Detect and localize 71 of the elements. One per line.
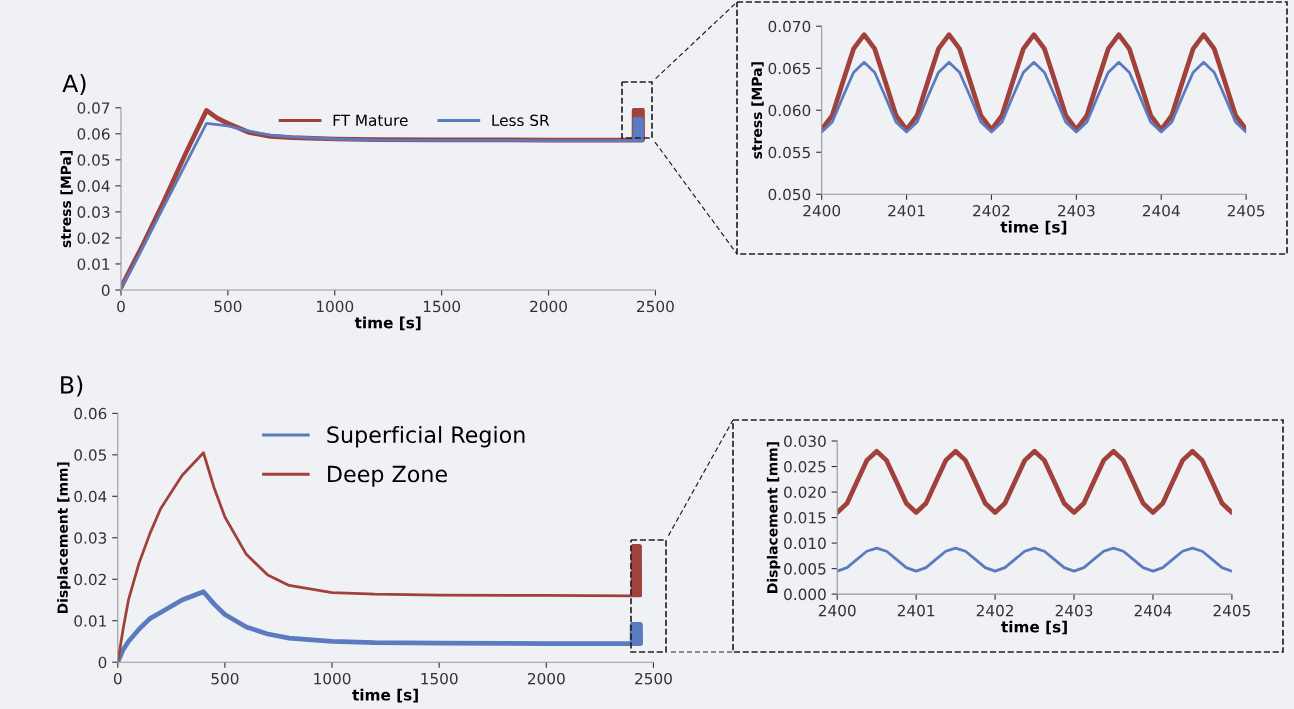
x-tick-label: 1500 (423, 300, 461, 313)
x-tick-label: 500 (214, 300, 242, 313)
y-tick-label: 0.04 (77, 180, 110, 192)
line-series (837, 448, 1232, 515)
y-tick-label: 0.000 (784, 588, 826, 601)
x-tick-label: 1500 (421, 672, 458, 685)
text: B) (61, 375, 83, 397)
legend-label: Superficial Region (327, 425, 525, 448)
x-tick-label: 2405 (1227, 204, 1265, 217)
y-tick-label: 0.005 (784, 563, 826, 575)
y-tick-label: 0.065 (768, 62, 810, 75)
y-tick-label: 0.06 (77, 128, 110, 140)
y-tick-label: 0.02 (74, 573, 106, 586)
y-axis-title: stress [MPa] (60, 150, 73, 248)
x-tick-label: 2000 (528, 672, 565, 685)
x-tick-label: 2405 (1213, 604, 1250, 617)
x-tick-label: 2400 (818, 604, 856, 617)
line-series (821, 32, 1247, 132)
y-tick-label: 0.060 (768, 104, 811, 117)
x-tick-label: 2500 (637, 300, 674, 313)
y-tick-label: 0.03 (74, 532, 107, 544)
text: A) (62, 74, 86, 96)
y-tick-label: 0.02 (77, 232, 110, 244)
y-tick-label: 0.01 (77, 258, 110, 270)
y-tick-label: 0.06 (74, 407, 107, 420)
x-tick-label: 2403 (1058, 204, 1095, 217)
y-tick-label: 0.01 (74, 615, 106, 627)
x-tick-label: 1000 (314, 672, 351, 685)
line-series (117, 589, 643, 663)
x-tick-label: 2403 (1055, 604, 1093, 617)
x-tick-label: 2401 (888, 204, 925, 217)
y-tick-label: 0.055 (768, 146, 810, 159)
y-tick-label: 0.015 (784, 512, 826, 524)
y-axis-title: Displacement [mm] (766, 442, 781, 593)
y-tick-label: 0.05 (74, 449, 106, 461)
y-tick-label: 0.030 (784, 435, 826, 448)
x-axis-title: time [s] (354, 316, 421, 331)
x-axis-title: time [s] (352, 688, 418, 703)
y-tick-label: 0.020 (784, 486, 826, 499)
y-tick-label: 0.050 (768, 188, 811, 201)
x-tick-label: 500 (211, 672, 239, 685)
legend-label: FT Mature (333, 114, 408, 127)
x-tick-label: 2402 (976, 604, 1013, 617)
x-tick-label: 2404 (1142, 204, 1180, 217)
x-tick-label: 2404 (1134, 604, 1172, 617)
x-axis-title: time [s] (1001, 620, 1067, 635)
line-series (837, 546, 1232, 573)
y-tick-label: 0 (101, 284, 110, 296)
x-tick-label: 1000 (317, 300, 354, 313)
y-tick-label: 0.070 (768, 20, 811, 33)
y-tick-label: 0.07 (77, 102, 110, 114)
x-tick-label: 2401 (897, 604, 935, 617)
legend-label: Less SR (492, 114, 550, 127)
x-tick-label: 0 (117, 300, 125, 313)
x-tick-label: 2400 (803, 204, 841, 217)
x-tick-label: 0 (113, 672, 122, 685)
legend-label: Deep Zone (328, 465, 447, 487)
x-tick-label: 2000 (530, 300, 567, 313)
y-tick-label: 0.05 (77, 154, 110, 166)
line-series (821, 60, 1247, 134)
y-tick-label: 0 (98, 656, 107, 669)
x-tick-label: 2500 (635, 672, 672, 685)
y-axis-title: Displacement [mm] (57, 462, 71, 614)
x-tick-label: 2402 (973, 204, 1010, 217)
y-tick-label: 0.03 (77, 206, 110, 218)
y-axis-title: stress [MPa] (751, 62, 764, 159)
line-series (117, 451, 642, 663)
y-tick-label: 0.04 (74, 490, 107, 503)
y-tick-label: 0.025 (784, 460, 826, 473)
y-tick-label: 0.010 (784, 537, 826, 550)
x-axis-title: time [s] (1000, 220, 1067, 235)
